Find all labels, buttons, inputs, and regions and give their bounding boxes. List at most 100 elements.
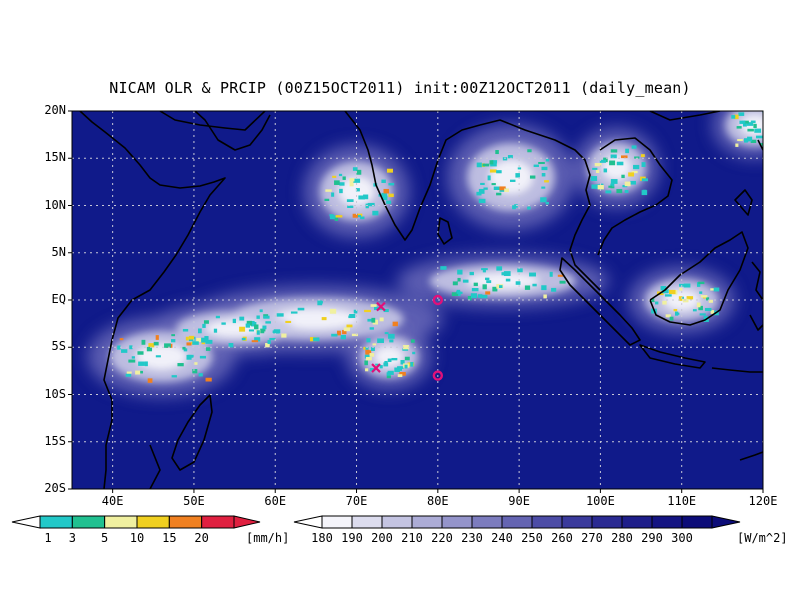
precip-cell <box>700 295 708 298</box>
precip-cell <box>125 373 132 377</box>
precip-cell <box>245 323 251 328</box>
precip-cell <box>777 143 784 146</box>
precip-cell <box>609 160 616 166</box>
precip-cell <box>605 190 612 194</box>
precip-cell <box>228 343 234 348</box>
precip-cell <box>325 189 332 192</box>
precip-cell <box>457 269 463 275</box>
precip-cell <box>777 138 782 141</box>
precip-colorbar-label: 3 <box>68 531 76 545</box>
precip-cell <box>386 372 391 376</box>
precip-cell <box>767 134 773 139</box>
precip-cell <box>177 363 184 367</box>
precip-cell <box>171 339 176 343</box>
precip-cell <box>364 354 371 359</box>
precip-cell <box>750 120 756 124</box>
precip-cell <box>499 186 506 191</box>
precip-cell <box>213 328 218 333</box>
precip-cell <box>128 359 136 363</box>
precip-cell <box>713 287 720 292</box>
precip-cell <box>480 294 488 299</box>
precip-cell <box>669 289 676 295</box>
precip-cell <box>532 283 537 287</box>
precip-cell <box>664 294 672 297</box>
precip-cell <box>692 309 697 312</box>
precip-cell <box>356 169 362 175</box>
lat-label: 10N <box>44 197 66 212</box>
precip-cell <box>348 315 353 319</box>
precip-cell <box>641 178 648 182</box>
precip-cell <box>256 315 260 319</box>
storm-markers <box>371 294 444 381</box>
precip-cell <box>631 145 637 149</box>
precip-cell <box>775 128 778 133</box>
olr-colorbar-label: 240 <box>491 531 513 545</box>
precip-cell <box>744 138 749 143</box>
precip-cell <box>384 332 389 335</box>
precip-cell <box>710 288 715 291</box>
precip-cell <box>352 213 358 218</box>
precip-cell <box>186 342 192 346</box>
precip-cell <box>404 356 410 361</box>
precip-cell <box>182 328 189 332</box>
precip-cell <box>634 156 640 159</box>
precip-cell <box>738 112 745 116</box>
precip-cell <box>267 340 271 344</box>
precip-cell <box>492 286 498 292</box>
precip-cell <box>332 175 337 178</box>
precip-cell <box>620 155 628 159</box>
precip-cell <box>351 333 358 337</box>
precip-cell <box>633 164 640 170</box>
precip-cell <box>144 361 148 367</box>
olr-colorbar-label: 200 <box>371 531 393 545</box>
precip-cell <box>263 315 270 319</box>
cyclone-cross-marker <box>376 301 386 312</box>
olr-colorbar-label: 180 <box>311 531 333 545</box>
precip-cell <box>517 167 522 170</box>
precip-cell <box>699 291 703 294</box>
axis-ticks <box>68 110 764 493</box>
precip-layer <box>117 111 784 383</box>
precip-cell <box>384 360 388 366</box>
precip-colorbar-swatch <box>71 515 106 529</box>
precip-cell <box>388 193 394 198</box>
precip-cell <box>456 289 461 294</box>
precip-cell <box>527 149 532 153</box>
precip-cell <box>182 346 186 350</box>
precip-cell <box>148 343 155 348</box>
precip-cell <box>495 150 499 155</box>
precip-cell <box>265 342 270 348</box>
precip-cell <box>241 337 246 341</box>
precip-cell <box>753 123 757 129</box>
precip-colorbar-swatch <box>201 515 235 529</box>
precip-cell <box>641 190 648 196</box>
lon-label: 60E <box>264 494 287 508</box>
precip-cell <box>251 321 257 327</box>
olr-colorbar-swatch <box>561 515 593 529</box>
precip-cell <box>559 280 566 284</box>
precip-cell <box>367 202 375 207</box>
precip-cell <box>138 361 145 366</box>
precip-cell <box>139 370 143 374</box>
precip-cell <box>739 120 744 124</box>
precip-cell <box>679 287 683 291</box>
cyclone-cross-marker <box>371 363 381 373</box>
precip-cell <box>146 346 153 352</box>
precip-cell <box>269 337 276 341</box>
precip-cell <box>372 319 378 325</box>
olr-colorbar-swatch <box>651 515 683 529</box>
precip-cell <box>675 312 680 315</box>
precip-cell <box>541 173 546 177</box>
lat-label: 20N <box>44 103 66 117</box>
precip-cell <box>338 173 343 177</box>
precip-cell <box>471 288 479 292</box>
precip-cell <box>246 320 253 326</box>
precip-cell <box>381 195 388 201</box>
precip-cell <box>386 168 393 173</box>
olr-unit: [W/m^2] <box>737 531 788 545</box>
precip-cell <box>490 162 497 167</box>
precip-cell <box>703 315 708 320</box>
precip-cell <box>324 198 330 202</box>
precip-cell <box>394 367 400 373</box>
